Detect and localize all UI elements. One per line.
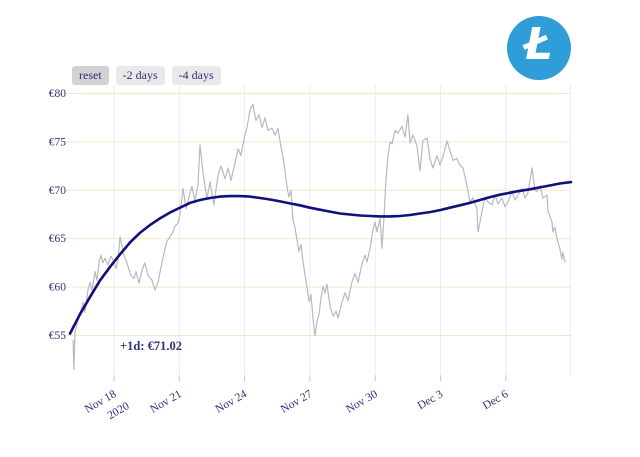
y-tick-label: €65 [49, 233, 67, 245]
x-tick-label: Nov 21 [148, 388, 184, 416]
y-tick-label: €80 [49, 88, 67, 100]
litecoin-logo: Ł [507, 16, 571, 80]
y-tick-label: €75 [49, 136, 67, 148]
x-tick-label: Nov 27 [279, 388, 315, 416]
y-tick-label: €70 [49, 185, 67, 197]
y-tick-label: €55 [49, 330, 67, 342]
litecoin-symbol-icon: Ł [523, 19, 553, 70]
back-2-days-button[interactable]: -2 days [115, 66, 165, 85]
reset-button[interactable]: reset [72, 66, 109, 85]
x-tick-label: Dec 3 [416, 388, 446, 412]
x-tick-label: Nov 30 [344, 388, 380, 416]
chart-plot-area[interactable] [68, 85, 571, 375]
x-tick-label: Nov 24 [213, 388, 249, 416]
range-toolbar: reset -2 days -4 days [72, 66, 221, 85]
prediction-annotation: +1d: €71.02 [120, 339, 182, 353]
price-line [72, 103, 566, 370]
trend-line [68, 180, 573, 335]
back-4-days-button[interactable]: -4 days [171, 66, 221, 85]
x-tick-label: Dec 6 [481, 388, 511, 412]
y-tick-label: €60 [49, 282, 67, 294]
